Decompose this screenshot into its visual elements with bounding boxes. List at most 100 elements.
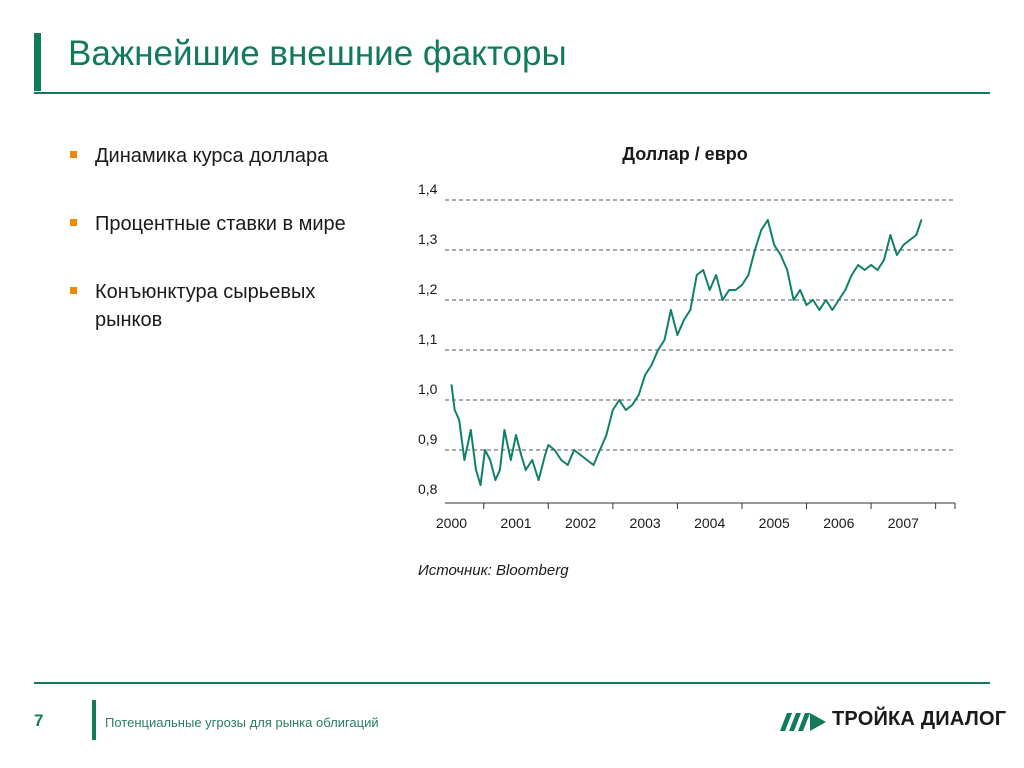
data-point [799,289,801,291]
footer-caption: Потенциальные угрозы для рынка облигаций [105,715,379,730]
data-point [605,434,608,436]
data-point [837,299,840,301]
data-point [863,269,866,271]
data-point [695,274,698,276]
data-point [915,234,918,236]
data-point [920,219,923,221]
data-point [908,239,911,241]
data-point [812,299,814,301]
data-point [599,449,601,451]
title-divider [34,92,990,94]
data-point [657,349,659,351]
data-point [670,309,672,311]
data-point [520,454,523,456]
data-point [566,464,569,466]
data-point [611,409,614,411]
data-point [463,459,466,461]
y-tick-label: 1,1 [418,331,438,347]
data-point [773,244,776,246]
data-point [831,309,834,311]
data-point [715,274,717,276]
data-point [689,309,692,311]
bullet-text: Процентные ставки в мире [95,213,346,235]
page-title: Важнейшие внешние факторы [68,34,567,73]
bullet-item: Процентные ставки в мире [70,210,370,238]
y-tick-label: 0,8 [418,481,438,497]
x-tick-label: 2006 [823,515,854,531]
data-point [573,449,575,451]
data-point [896,254,898,256]
data-point [683,319,685,321]
data-point [766,219,769,221]
data-point [453,409,456,411]
data-point [644,374,646,376]
data-point [902,244,905,246]
x-tick-label: 2004 [694,515,725,531]
logo-text: ТРОЙКА ДИАЛОГ [832,708,1007,730]
chart-title: Доллар / евро [622,144,748,164]
data-point [870,264,872,266]
data-point [544,454,546,456]
bullet-square-icon [70,219,77,226]
data-point [857,264,860,266]
data-point [818,309,821,311]
data-point [499,469,501,471]
y-tick-label: 1,0 [418,381,438,397]
bullet-text: Динамика курса доллара [95,145,329,167]
y-tick-label: 0,9 [418,431,438,447]
data-point [475,469,477,471]
y-tick-label: 1,4 [418,181,438,197]
data-point [779,254,782,256]
data-point [650,364,653,366]
data-point [524,469,527,471]
data-point [450,384,453,386]
data-point [702,269,705,271]
data-point [708,289,711,291]
page-number: 7 [34,711,44,730]
title-accent-bar [34,33,41,91]
x-tick-label: 2001 [500,515,531,531]
data-point [484,449,486,451]
data-point [786,269,789,271]
data-point [479,484,482,486]
data-point [515,434,517,436]
x-tick-label: 2003 [630,515,661,531]
data-point [676,334,679,336]
data-point [494,479,497,481]
data-point [553,449,556,451]
data-point [825,299,827,301]
data-point [850,274,853,276]
data-point [805,304,808,306]
data-point [637,394,640,396]
data-point [547,444,550,446]
data-point [537,479,540,481]
data-point [760,229,763,231]
data-point [889,234,892,236]
data-point [560,459,563,461]
bullet-list: Динамика курса доллара Процентные ставки… [70,142,370,374]
troika-logo-icon [780,712,826,731]
data-point [489,459,492,461]
data-point [728,289,730,291]
bullet-square-icon [70,287,77,294]
data-point [754,249,756,251]
y-tick-label: 1,2 [418,281,438,297]
data-point [592,464,595,466]
company-logo: ТРОЙКА ДИАЛОГ [780,708,1006,731]
data-point [624,409,627,411]
data-point [883,259,885,261]
x-tick-label: 2005 [759,515,790,531]
x-tick-label: 2007 [888,515,919,531]
data-point [844,289,847,291]
source-note: Источник: Bloomberg [418,562,569,579]
footer-accent-bar [92,700,96,740]
data-point [503,429,506,431]
series-line [450,219,923,486]
data-point [586,459,588,461]
footer-divider [34,682,990,684]
data-point [469,429,472,431]
data-point [734,289,737,291]
bullet-text: Конъюнктура сырьевых рынков [95,281,316,331]
data-point [579,454,582,456]
x-tick-label: 2000 [436,515,467,531]
